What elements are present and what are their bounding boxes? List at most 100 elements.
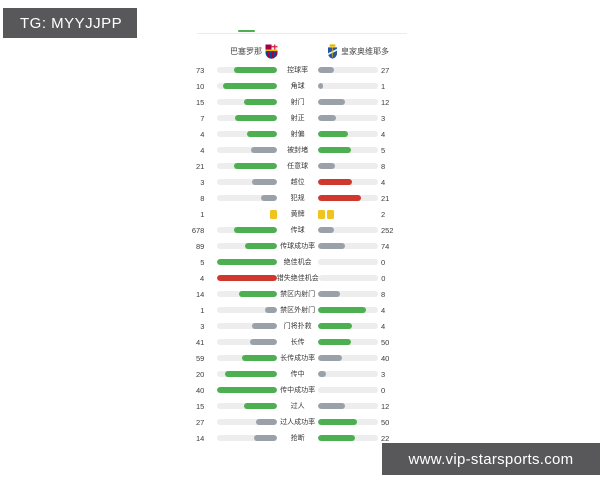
- away-stat-bar: [317, 419, 378, 425]
- away-stat-bar-fill: [317, 435, 355, 441]
- away-stat-bar: [317, 83, 378, 89]
- stat-row: 4 射偏 4: [185, 126, 410, 142]
- stat-row: 40 传中成功率 0: [185, 382, 410, 398]
- stat-row: 20 传中 3: [185, 366, 410, 382]
- away-stat-bar: [317, 227, 378, 233]
- away-stat-value: 8: [380, 161, 386, 171]
- stat-label: 绝佳机会: [283, 259, 312, 266]
- away-stat-bar: [317, 67, 378, 73]
- stat-label: 抢断: [290, 435, 305, 442]
- yellow-card-icon: [317, 209, 325, 219]
- home-stat-bar-fill: [225, 371, 278, 377]
- away-stat-bar-fill: [317, 371, 326, 377]
- home-stat-bar: [217, 67, 278, 73]
- away-team-badge-icon: [328, 43, 337, 59]
- away-stat-bar: [317, 163, 378, 169]
- stat-label: 禁区内射门: [280, 291, 316, 298]
- home-stat-bar: [217, 99, 278, 105]
- away-stat-bar: [317, 209, 378, 219]
- stat-row: 15 射门 12: [185, 94, 410, 110]
- away-stat-bar: [317, 243, 378, 249]
- home-team-badge-icon: [265, 44, 278, 59]
- away-stat-bar-fill: [317, 243, 346, 249]
- stat-row: 73 控球率 27: [185, 62, 410, 78]
- tabbar-divider: [197, 33, 407, 34]
- yellow-card-icon: [270, 209, 278, 219]
- away-stat-bar-fill: [317, 307, 366, 313]
- away-stat-bar: [317, 131, 378, 137]
- away-stat-bar: [318, 275, 379, 281]
- home-stat-value: 3: [200, 177, 205, 187]
- away-stat-bar-fill: [317, 83, 324, 89]
- home-stat-value: 89: [196, 241, 205, 251]
- away-stat-value: 3: [380, 369, 386, 379]
- away-stat-bar: [317, 387, 378, 393]
- home-stat-value: 4: [200, 129, 205, 139]
- away-stat-bar-fill: [317, 147, 352, 153]
- away-stat-bar: [317, 339, 378, 345]
- home-stat-bar-fill: [250, 147, 278, 153]
- home-stat-bar: [217, 259, 278, 265]
- away-stat-value: 21: [380, 193, 390, 203]
- home-stat-bar-fill: [260, 195, 278, 201]
- away-stat-value: 40: [380, 353, 390, 363]
- away-stat-bar: [317, 259, 378, 265]
- away-stat-bar: [317, 147, 378, 153]
- home-stat-bar: [217, 307, 278, 313]
- home-stat-value: 8: [200, 193, 205, 203]
- stat-label: 射门: [290, 99, 305, 106]
- away-stat-bar-fill: [317, 323, 353, 329]
- home-stat-value: 21: [196, 161, 205, 171]
- away-stat-value: 4: [380, 129, 386, 139]
- stats-rows: 73 控球率 27 10 角球 1 15 射门 12 7 射正 3 4 射偏 4…: [185, 62, 410, 446]
- stat-row: 8 犯规 21: [185, 190, 410, 206]
- away-stat-bar-fill: [317, 355, 343, 361]
- home-stat-value: 5: [200, 257, 205, 267]
- home-stat-value: 27: [196, 417, 205, 427]
- home-stat-bar: [217, 83, 278, 89]
- stat-label: 门将扑救: [283, 323, 312, 330]
- stat-label: 犯规: [290, 195, 305, 202]
- away-stat-bar-fill: [317, 227, 335, 233]
- away-stat-bar: [317, 403, 378, 409]
- stat-label: 黄牌: [290, 211, 305, 218]
- away-stat-value: 4: [380, 177, 386, 187]
- home-stat-value: 14: [196, 289, 205, 299]
- stat-label: 传中: [290, 371, 305, 378]
- away-stat-value: 4: [380, 305, 386, 315]
- away-stat-value: 0: [380, 257, 386, 267]
- home-stat-bar-fill: [233, 67, 278, 73]
- home-stat-bar-fill: [244, 243, 278, 249]
- away-stat-value: 27: [380, 65, 390, 75]
- home-team-header: 巴塞罗那: [230, 40, 278, 62]
- away-stat-value: 2: [380, 209, 386, 219]
- tg-watermark-badge: TG: MYYJJPP: [3, 8, 137, 38]
- home-stat-value: 4: [200, 145, 205, 155]
- stat-label: 控球率: [287, 67, 309, 74]
- home-stat-bar-fill: [217, 259, 278, 265]
- stat-label: 过人成功率: [280, 419, 316, 426]
- home-stat-bar: [217, 131, 278, 137]
- away-stat-bar: [317, 323, 378, 329]
- home-stat-bar: [217, 115, 278, 121]
- away-stat-bar-fill: [317, 67, 335, 73]
- home-stat-value: 4: [200, 273, 205, 283]
- stat-label: 任意球: [287, 163, 309, 170]
- stat-label: 传球成功率: [280, 243, 316, 250]
- stat-label: 传球: [290, 227, 305, 234]
- stat-label: 射偏: [290, 131, 305, 138]
- home-stat-value: 40: [196, 385, 205, 395]
- away-stat-bar: [317, 435, 378, 441]
- home-stat-bar-fill: [233, 163, 278, 169]
- home-stat-bar-fill: [235, 115, 278, 121]
- stats-panel: 巴塞罗那: [185, 25, 410, 455]
- home-stat-bar: [217, 371, 278, 377]
- home-stat-value: 73: [196, 65, 205, 75]
- home-stat-value: 7: [200, 113, 205, 123]
- away-stat-value: 22: [380, 433, 390, 443]
- away-stat-bar-fill: [317, 179, 353, 185]
- stat-row: 3 门将扑救 4: [185, 318, 410, 334]
- home-stat-bar: [217, 355, 278, 361]
- away-stat-bar: [317, 115, 378, 121]
